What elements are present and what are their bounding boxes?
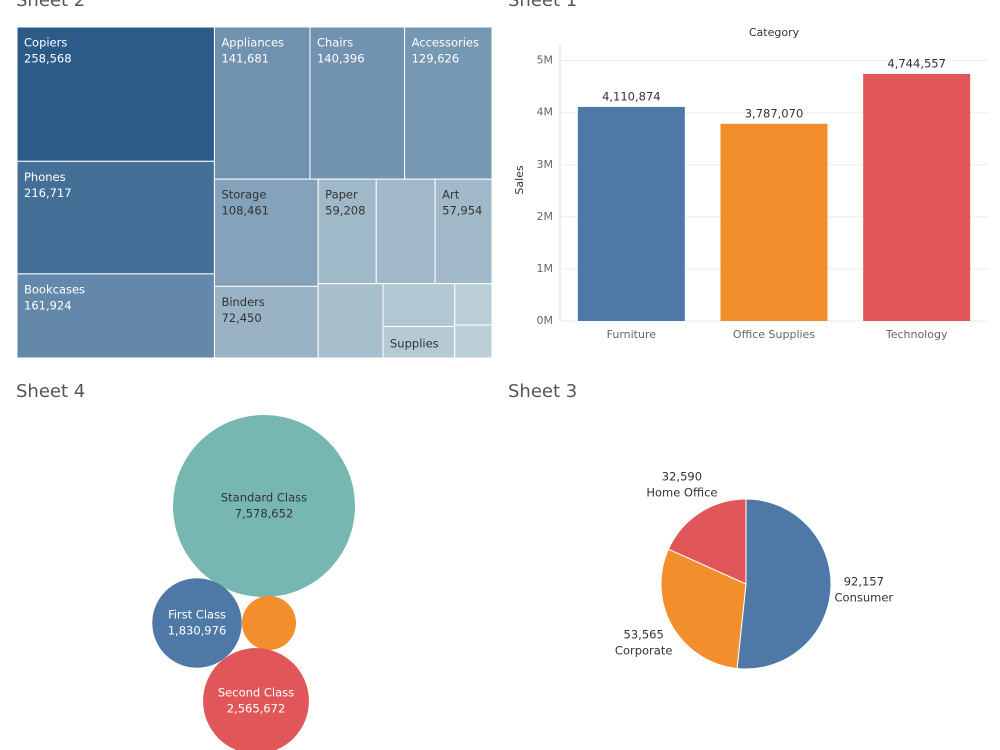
x-tick-label: Furniture (607, 328, 657, 341)
pie-value: 92,157 (844, 575, 884, 589)
bubble (173, 415, 355, 597)
bubble-value: 7,578,652 (235, 507, 294, 521)
treemap-cell (317, 283, 384, 359)
cell-value: 72,450 (221, 311, 261, 325)
treemap-cell (213, 26, 311, 180)
y-tick-label: 2M (537, 210, 554, 223)
treemap-cell (375, 178, 436, 285)
treemap-cell (382, 326, 456, 359)
treemap-cell (16, 273, 215, 359)
cell-label: Storage (221, 188, 266, 202)
y-tick-label: 3M (537, 158, 554, 171)
y-tick-label: 0M (537, 314, 554, 327)
bubble (152, 578, 242, 668)
pie-value: 32,590 (662, 469, 702, 483)
sheet-title: Sheet 1 (508, 0, 577, 11)
sheet-title: Sheet 4 (16, 381, 85, 402)
treemap-cell (317, 178, 377, 285)
y-tick-label: 5M (537, 54, 554, 67)
pie-slice (736, 498, 832, 670)
cell-value: 140,396 (317, 52, 365, 66)
x-tick-label: Office Supplies (733, 328, 815, 341)
y-tick-label: 4M (537, 106, 554, 119)
bubble-label: Second Class (218, 686, 294, 700)
cell-label: Appliances (221, 36, 284, 50)
cell-label: Chairs (317, 36, 353, 50)
bar (577, 106, 685, 322)
cell-label: Bookcases (24, 282, 85, 296)
cell-value: 129,626 (412, 52, 460, 66)
pie-label: Corporate (615, 643, 673, 657)
y-axis-label: Sales (513, 165, 526, 195)
x-tick-label: Technology (885, 328, 948, 341)
cell-value: 258,568 (24, 52, 72, 66)
cell-value: 161,924 (24, 298, 72, 312)
bubble-label: Standard Class (221, 491, 307, 505)
pie-label: Consumer (835, 591, 894, 605)
cell-value: 59,208 (325, 204, 365, 218)
bubble-value: 2,565,672 (227, 702, 286, 716)
cell-value: 57,954 (442, 204, 482, 218)
value-label: 4,744,557 (887, 56, 946, 70)
cell-label: Copiers (24, 36, 67, 50)
treemap-cell (454, 324, 493, 359)
value-label: 4,110,874 (602, 89, 661, 103)
bubble-label: First Class (168, 608, 226, 622)
treemap-cell (382, 283, 456, 328)
bubble-value: 1,830,976 (168, 624, 227, 638)
treemap-cell (213, 285, 319, 359)
bar (863, 73, 971, 321)
pie-slice (660, 548, 747, 670)
treemap-cell (454, 283, 493, 326)
sheet-title: Sheet 2 (16, 0, 85, 11)
value-label: 3,787,070 (745, 106, 804, 120)
pie-slice (667, 498, 747, 585)
treemap-cell (16, 26, 215, 162)
cell-label: Binders (221, 295, 264, 309)
cell-label: Art (442, 188, 460, 202)
cell-label: Phones (24, 170, 66, 184)
pie-value: 53,565 (624, 627, 664, 641)
cell-label: Accessories (412, 36, 479, 50)
cell-label: Paper (325, 188, 358, 202)
cell-value: 216,717 (24, 186, 72, 200)
bubble (203, 648, 309, 750)
cell-value: 108,461 (221, 204, 269, 218)
treemap-cell (213, 178, 319, 287)
treemap-cell (404, 26, 493, 180)
header: Category (749, 26, 800, 39)
treemap-cell (309, 26, 406, 180)
pie-label: Home Office (646, 485, 717, 499)
sheet-title: Sheet 3 (508, 381, 577, 402)
y-tick-label: 1M (537, 262, 554, 275)
treemap-cell (16, 160, 215, 275)
bubble (242, 596, 296, 650)
cell-label: Supplies (390, 337, 439, 351)
bar (720, 123, 828, 321)
cell-value: 141,681 (221, 52, 269, 66)
